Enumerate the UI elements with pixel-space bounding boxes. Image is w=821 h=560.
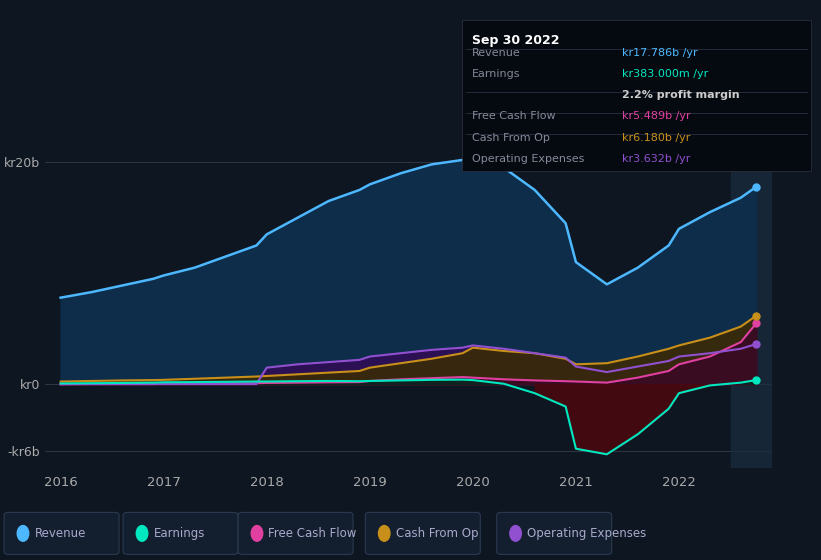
Text: Sep 30 2022: Sep 30 2022 [472, 34, 560, 46]
Text: Cash From Op: Cash From Op [472, 133, 550, 143]
Text: Free Cash Flow: Free Cash Flow [472, 111, 556, 122]
Text: Revenue: Revenue [472, 48, 521, 58]
Text: Free Cash Flow: Free Cash Flow [268, 527, 357, 540]
Text: kr17.786b /yr: kr17.786b /yr [622, 48, 698, 58]
Text: Revenue: Revenue [34, 527, 86, 540]
Text: Earnings: Earnings [472, 69, 521, 79]
Text: kr6.180b /yr: kr6.180b /yr [622, 133, 690, 143]
Text: Earnings: Earnings [154, 527, 205, 540]
Text: kr383.000m /yr: kr383.000m /yr [622, 69, 709, 79]
Text: kr3.632b /yr: kr3.632b /yr [622, 154, 690, 164]
Text: Operating Expenses: Operating Expenses [527, 527, 646, 540]
Text: Operating Expenses: Operating Expenses [472, 154, 585, 164]
Text: 2.2% profit margin: 2.2% profit margin [622, 90, 740, 100]
Text: Cash From Op: Cash From Op [396, 527, 478, 540]
Bar [731, 134, 772, 468]
Text: kr5.489b /yr: kr5.489b /yr [622, 111, 691, 122]
